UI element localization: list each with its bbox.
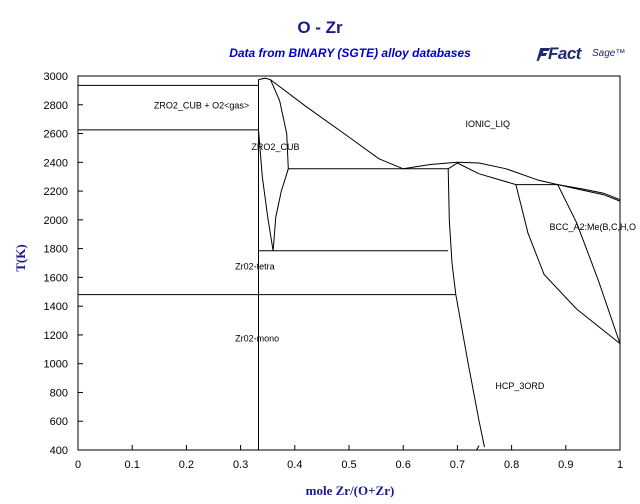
x-tick-label: 0.5 [341,459,356,471]
y-axis-label: T(K) [13,244,28,272]
y-tick-label: 1800 [44,244,68,256]
phase-label: ZRO2_CUB [251,142,299,152]
y-tick-label: 600 [50,416,68,428]
phase-label: ZRO2_CUB + O2<gas> [154,100,249,110]
axis-ticks: 0 0.1 0.2 0.3 0.4 0.5 0.6 0.7 0.8 0.9 140060080010… [44,71,624,471]
x-tick-label: 0.8 [504,459,519,471]
boundary-liquidus-oxide [270,79,404,170]
x-tick-label: 0.4 [287,459,302,471]
boundary-bcc-lower-solvus [557,184,621,344]
x-axis-label: mole Zr/(O+Zr) [305,483,395,498]
y-tick-label: 1000 [44,359,68,371]
y-tick-label: 400 [50,445,68,457]
chart-title: O - Zr [297,18,343,37]
phase-label: HCP_3ORD [495,381,545,391]
boundary-tetra-boundary [272,168,289,251]
factsage-logo: Fact Sage™ [536,42,626,70]
boundary-cub-left-boundary [258,129,274,251]
y-tick-label: 2400 [44,157,68,169]
y-tick-label: 1600 [44,272,68,284]
boundary-liquidus-hcp [447,162,517,186]
boundary-solidus-hcp [447,168,485,448]
x-tick-label: 0.6 [396,459,411,471]
boundary-cub-right-boundary [269,79,289,169]
x-tick-label: 0.2 [179,459,194,471]
logo-text-fact: Fact [548,44,581,63]
phase-label: BCC_A2:Me(B,C,H,O [550,222,637,232]
x-tick-label: 0.3 [233,459,248,471]
phase-boundaries [78,77,621,451]
y-tick-label: 1400 [44,301,68,313]
y-tick-label: 1200 [44,330,68,342]
y-tick-label: 3000 [44,71,68,83]
y-tick-label: 2200 [44,186,68,198]
boundary-hcp-lower-tail [475,445,480,451]
phase-labels: ZRO2_CUB + O2<gas> ZRO2_CUB IONIC_LIQ BCC_A… [154,100,636,391]
x-tick-label: 1 [617,459,623,471]
boundary-bcc-upper [557,184,621,201]
y-tick-label: 2800 [44,100,68,112]
phase-label: Zr02-mono [235,333,279,343]
y-tick-label: 800 [50,387,68,399]
x-tick-label: 0.1 [125,459,140,471]
factsage-logo-mark-icon [536,48,551,61]
y-tick-label: 2000 [44,215,68,227]
phase-label: Zr02-tetra [235,261,275,271]
boundary-liquid-hump [403,161,621,202]
phase-label: IONIC_LIQ [466,119,511,129]
x-tick-label: 0.7 [450,459,465,471]
y-tick-label: 2600 [44,129,68,141]
boundary-cub-top-cap [258,77,271,81]
boundary-hcp-bcc-solvus [515,184,621,344]
x-tick-label: 0.9 [558,459,573,471]
x-tick-label: 0 [75,459,81,471]
logo-text-sage: Sage™ [592,48,626,59]
chart-subtitle: Data from BINARY (SGTE) alloy databases [229,46,471,60]
plot-frame [77,75,621,451]
